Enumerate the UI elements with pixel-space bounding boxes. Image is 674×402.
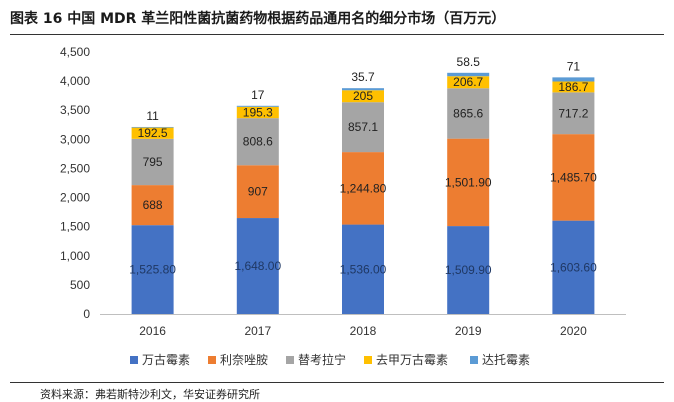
legend-swatch — [286, 356, 294, 364]
x-tick-label: 2017 — [244, 324, 271, 338]
data-label: 1,509.90 — [445, 263, 492, 277]
bar-segment — [131, 127, 174, 139]
bar-segment — [131, 225, 174, 314]
bar-segment — [447, 72, 490, 77]
data-label: 186.7 — [558, 80, 588, 94]
bar-segment — [552, 134, 595, 221]
data-label: 1,485.70 — [550, 170, 597, 184]
data-label: 1,603.60 — [550, 260, 597, 274]
bar-segment — [447, 226, 490, 314]
y-tick-label: 1,500 — [60, 220, 90, 234]
y-tick-label: 4,500 — [60, 45, 90, 59]
legend-label: 替考拉宁 — [298, 352, 346, 367]
stacked-bar-chart: 0 500 1,000 1,500 2,000 2,500 3,000 3,500 4,000 4… — [60, 45, 626, 367]
data-label: 1,648.00 — [234, 259, 281, 273]
x-tick-label: 2020 — [560, 324, 587, 338]
data-label: 1,501.90 — [445, 175, 492, 189]
y-tick-label: 0 — [83, 307, 90, 321]
bar-segment — [342, 102, 384, 153]
bar-segment — [447, 138, 490, 227]
bar-segment — [552, 77, 595, 82]
y-tick-label: 2,000 — [60, 191, 90, 205]
chart-title: 图表 16 中国 MDR 革兰阳性菌抗菌药物根据药品通用名的细分市场（百万元） — [10, 11, 506, 27]
data-label: 688 — [143, 198, 163, 212]
legend-swatch — [130, 356, 138, 364]
bar-segment — [236, 218, 279, 314]
legend-swatch — [208, 356, 216, 364]
legend-label: 去甲万古霉素 — [376, 352, 448, 367]
data-label: 205 — [353, 89, 373, 103]
x-tick-label: 2016 — [139, 324, 166, 338]
data-label: 717.2 — [558, 106, 588, 120]
bar-segment — [342, 152, 384, 225]
data-label: 865.6 — [453, 106, 483, 120]
bar-segment — [342, 88, 384, 91]
data-label: 1,244.80 — [340, 181, 387, 195]
legend-label: 万古霉素 — [142, 352, 190, 367]
y-tick-label: 2,500 — [60, 161, 90, 175]
bar-segment — [447, 88, 490, 139]
data-label: 192.5 — [138, 126, 168, 140]
source-note: 资料来源：弗若斯特沙利文，华安证券研究所 — [40, 388, 260, 401]
bar-segment — [552, 220, 595, 314]
bar-segment — [131, 185, 174, 226]
data-label: 1,525.80 — [129, 263, 176, 277]
y-tick-label: 1,000 — [60, 249, 90, 263]
y-tick-label: 3,000 — [60, 132, 90, 146]
bar-segment — [342, 90, 384, 103]
data-label: 808.6 — [243, 135, 273, 149]
bar-segment — [131, 138, 174, 186]
bar-segment — [236, 105, 279, 107]
bar-segment — [236, 118, 279, 166]
bar-segment — [552, 92, 595, 135]
data-label: 907 — [248, 185, 268, 199]
bar-segment — [342, 224, 384, 314]
bar-segment — [131, 126, 174, 128]
bar-segment — [236, 106, 279, 119]
data-label: 206.7 — [453, 75, 483, 89]
bar-segment — [447, 76, 490, 89]
legend-swatch — [364, 356, 372, 364]
legend-swatch — [470, 356, 478, 364]
x-tick-label: 2019 — [455, 324, 482, 338]
legend-label: 利奈唑胺 — [220, 353, 268, 367]
legend-label: 达托霉素 — [482, 353, 530, 367]
data-label: 857.1 — [348, 120, 378, 134]
data-label: 35.7 — [351, 70, 375, 84]
data-label: 11 — [146, 109, 159, 123]
y-tick-label: 500 — [70, 278, 90, 292]
data-label: 195.3 — [243, 105, 273, 119]
bar-segment — [552, 81, 595, 93]
data-label: 795 — [143, 155, 163, 169]
bar-segment — [236, 165, 279, 219]
y-tick-label: 3,500 — [60, 103, 90, 117]
data-label: 1,536.00 — [340, 262, 387, 276]
x-tick-label: 2018 — [350, 324, 377, 338]
title-rule — [10, 34, 664, 35]
data-label: 58.5 — [457, 55, 481, 69]
source-rule — [10, 382, 664, 383]
data-label: 17 — [251, 88, 265, 102]
y-tick-label: 4,000 — [60, 74, 90, 88]
data-label: 71 — [567, 59, 581, 73]
